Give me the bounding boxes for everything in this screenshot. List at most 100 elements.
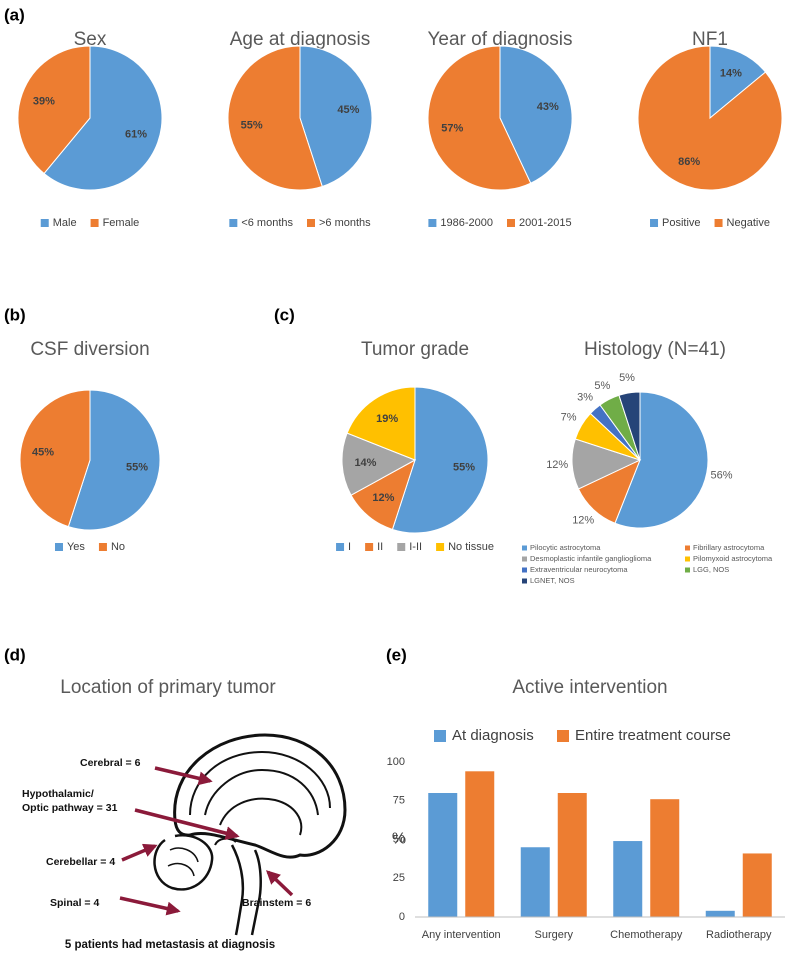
bar (742, 853, 772, 917)
legend-swatch (307, 219, 315, 227)
pie-slice (637, 45, 783, 191)
legend-label: 1986-2000 (440, 217, 493, 229)
legend-label: No (111, 541, 125, 553)
location-label: Hypothalamic/ (22, 788, 94, 800)
data-label: 5% (594, 380, 610, 392)
legend-label: Female (103, 217, 140, 229)
data-label: 14% (354, 457, 376, 469)
panel-label: (d) (4, 645, 26, 664)
pie-slice (427, 45, 532, 191)
data-label: 19% (376, 413, 398, 425)
legend-label: Desmoplastic infantile ganglioglioma (530, 554, 652, 563)
location-label: Brainstem = 6 (242, 897, 311, 909)
legend-swatch (98, 543, 107, 551)
legend-label: Positive (662, 217, 701, 229)
bar (613, 841, 643, 917)
bar (520, 847, 550, 917)
data-label: 56% (710, 469, 732, 481)
y-tick-label: 100 (387, 756, 405, 768)
legend-swatch (229, 219, 238, 227)
pie-slice (346, 386, 416, 461)
legend-label: I-II (409, 541, 422, 553)
location-title: Location of primary tumor (60, 677, 276, 698)
data-label: 5% (619, 372, 635, 384)
legend-label: Yes (67, 541, 85, 553)
pie-slice (43, 45, 163, 191)
legend-swatch (650, 219, 659, 227)
data-label: 3% (577, 392, 593, 404)
y-tick-label: 50 (393, 833, 405, 845)
data-label: 43% (537, 101, 559, 113)
legend-swatch (685, 556, 690, 562)
legend-label: Negative (727, 217, 770, 229)
legend-swatch (557, 730, 569, 742)
pie-slice (17, 45, 91, 175)
x-tick-label: Any intervention (422, 929, 501, 941)
legend-swatch (522, 567, 527, 573)
panel-label: (b) (4, 305, 26, 324)
legend-swatch (522, 545, 527, 551)
legend-label: Male (53, 217, 77, 229)
legend-swatch (685, 545, 690, 551)
arrows (119, 766, 294, 916)
chart-title: Year of diagnosis (427, 29, 572, 50)
legend-label: Entire treatment course (575, 727, 731, 744)
data-label: 55% (241, 120, 263, 132)
data-label: 57% (441, 123, 463, 135)
data-label: 55% (453, 462, 475, 474)
legend-swatch (336, 543, 345, 551)
data-label: 14% (720, 68, 742, 80)
legend-swatch (40, 219, 49, 227)
legend-swatch (522, 578, 527, 584)
x-tick-label: Chemotherapy (610, 929, 683, 941)
bar (557, 793, 587, 917)
y-tick-label: 75 (393, 795, 405, 807)
legend-label: II (377, 541, 383, 553)
pie-slice (19, 389, 91, 528)
chart-title: Histology (N=41) (584, 339, 726, 360)
pie-slice (341, 432, 417, 496)
legend-label: Pilocytic astrocytoma (530, 543, 601, 552)
x-tick-label: Surgery (534, 929, 573, 941)
location-label: Optic pathway = 31 (22, 802, 118, 814)
legend-label: At diagnosis (452, 727, 534, 744)
legend-label: LGNET, NOS (530, 576, 575, 585)
pie-slice (618, 391, 641, 461)
legend-swatch (507, 219, 515, 227)
legend-swatch (397, 543, 406, 551)
brain-diagram (153, 733, 347, 936)
pie-slice (499, 45, 573, 184)
legend-label: Pilomyxoid astrocytoma (693, 554, 773, 563)
chart-title: Tumor grade (361, 339, 469, 360)
legend-label: Fibrillary astrocytoma (693, 543, 765, 552)
chart-title: NF1 (692, 29, 728, 50)
pie-slice (391, 386, 489, 534)
panel-label: (c) (274, 305, 295, 324)
legend-swatch (436, 543, 445, 551)
legend-swatch (714, 219, 723, 227)
bar (705, 910, 735, 917)
legend-swatch (685, 567, 690, 573)
chart-title: CSF diversion (30, 339, 149, 360)
pie-slice (709, 45, 767, 120)
y-tick-label: 0 (399, 911, 405, 923)
legend-label: 2001-2015 (519, 217, 572, 229)
data-label: 39% (33, 95, 55, 107)
location-label: Cerebellar = 4 (46, 856, 115, 868)
data-label: 55% (126, 461, 148, 473)
panel-label: (e) (386, 645, 407, 664)
legend-label: LGG, NOS (693, 565, 729, 574)
legend-swatch (54, 543, 63, 551)
data-label: 45% (337, 104, 359, 116)
chart-title: Age at diagnosis (230, 29, 371, 50)
bar (465, 771, 495, 917)
y-tick-label: 25 (393, 872, 405, 884)
location-label: Spinal = 4 (50, 897, 99, 909)
legend-swatch (365, 543, 374, 551)
pie-slice (67, 389, 161, 531)
data-label: 45% (32, 446, 54, 458)
legend-label: No tissue (448, 541, 494, 553)
legend-label: Extraventricular neurocytoma (530, 565, 628, 574)
legend-swatch (428, 219, 437, 227)
